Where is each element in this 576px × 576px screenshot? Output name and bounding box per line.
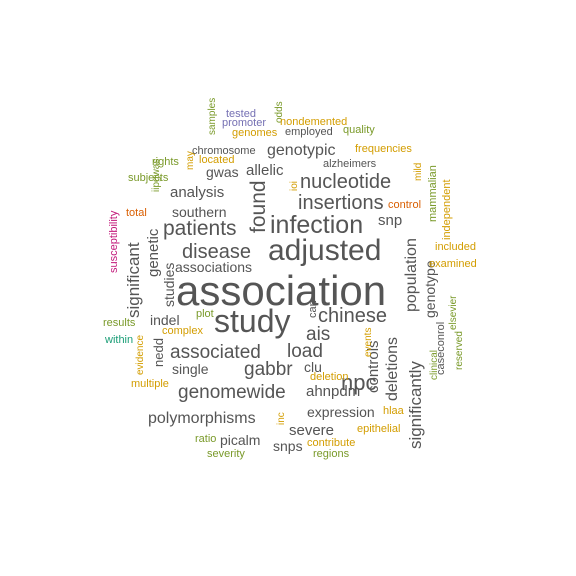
word-ioi: ioi	[289, 180, 300, 191]
word-susceptibility: susceptibility	[108, 210, 120, 273]
word-can: can	[307, 300, 319, 318]
word-employed: employed	[285, 126, 333, 138]
word-clinical: clinical	[429, 349, 440, 380]
word-multiple: multiple	[131, 378, 169, 390]
word-reserved: reserved	[454, 331, 465, 370]
word-load: load	[287, 341, 323, 362]
word-inc: inc	[276, 412, 287, 425]
word-gabbr: gabbr	[244, 359, 293, 380]
word-significantly: significantly	[406, 361, 425, 449]
word-chinese: chinese	[318, 305, 387, 327]
word-included: included	[435, 241, 476, 253]
word-severity: severity	[207, 448, 245, 460]
word-significant: significant	[124, 242, 143, 318]
word-chromosome: chromosome	[192, 145, 256, 157]
word-complex: complex	[162, 325, 203, 337]
word-polymorphisms: polymorphisms	[148, 410, 256, 427]
word-ais: ais	[306, 324, 331, 345]
word-adjusted: adjusted	[268, 234, 382, 267]
word-nedd: nedd	[151, 338, 166, 367]
word-studies: studies	[161, 262, 177, 307]
word-allelic: allelic	[246, 162, 284, 179]
word-events: events	[363, 327, 374, 357]
word-contribute: contribute	[307, 437, 356, 449]
word-located: located	[199, 154, 235, 166]
word-severe: severe	[289, 422, 335, 439]
word-plot: plot	[196, 308, 214, 320]
word-may: may	[185, 151, 196, 170]
word-independent: independent	[441, 179, 453, 240]
word-tested: tested	[226, 108, 256, 120]
word-control: control	[388, 199, 422, 211]
word-ahnpdm: ahnpdm	[306, 383, 361, 400]
word-genomes: genomes	[232, 127, 278, 139]
word-results: results	[103, 317, 136, 329]
word-epithelial: epithelial	[357, 423, 401, 435]
word-mild: mild	[413, 162, 424, 181]
word-gwas: gwas	[206, 164, 239, 180]
word-evidence: evidence	[135, 334, 146, 375]
word-snps: snps	[273, 438, 303, 454]
word-patients: patients	[163, 217, 237, 240]
word-picalm: picalm	[220, 432, 261, 448]
word-genetic: genetic	[145, 228, 162, 277]
word-indel: indel	[150, 312, 180, 328]
word-found: found	[247, 180, 270, 233]
word-elsevier: elsevier	[448, 295, 459, 330]
word-genotypic: genotypic	[267, 142, 336, 159]
word-npc: npc	[341, 370, 377, 395]
word-analysis: analysis	[170, 184, 225, 201]
word-associations: associations	[175, 259, 253, 275]
word-total: total	[126, 207, 147, 219]
word-snp: snp	[378, 212, 403, 229]
word-nondemented: nondemented	[280, 116, 348, 128]
word-genomewide: genomewide	[178, 382, 286, 403]
word-nucleotide: nucleotide	[300, 171, 392, 193]
word-ratio: ratio	[195, 433, 217, 445]
word-regions: regions	[313, 448, 350, 460]
word-samples: samples	[207, 97, 218, 135]
word-infection: infection	[270, 211, 364, 239]
word-clu: clu	[304, 359, 322, 375]
word-association: association	[176, 267, 387, 314]
word-examined: examined	[429, 258, 477, 270]
word-single: single	[172, 361, 209, 377]
word-alzheimers: alzheimers	[323, 158, 377, 170]
word-insertions: insertions	[298, 192, 384, 214]
word-mammalian: mammalian	[427, 165, 439, 222]
word-associated: associated	[170, 342, 261, 363]
word-study: study	[214, 303, 291, 339]
word-frequencies: frequencies	[355, 143, 412, 155]
word-hlaa: hlaa	[383, 405, 404, 417]
word-population: population	[403, 238, 420, 312]
word-promoter: promoter	[222, 117, 267, 129]
word-within: within	[105, 334, 134, 346]
word-disease: disease	[182, 241, 251, 263]
word-deletions: deletions	[384, 336, 401, 401]
word-southern: southern	[172, 204, 227, 220]
word-rights: rights	[152, 156, 179, 168]
word-quality: quality	[343, 124, 375, 136]
word-subjects: subjects	[128, 172, 169, 184]
word-deletion: deletion	[310, 371, 349, 383]
word-expression: expression	[307, 404, 375, 420]
